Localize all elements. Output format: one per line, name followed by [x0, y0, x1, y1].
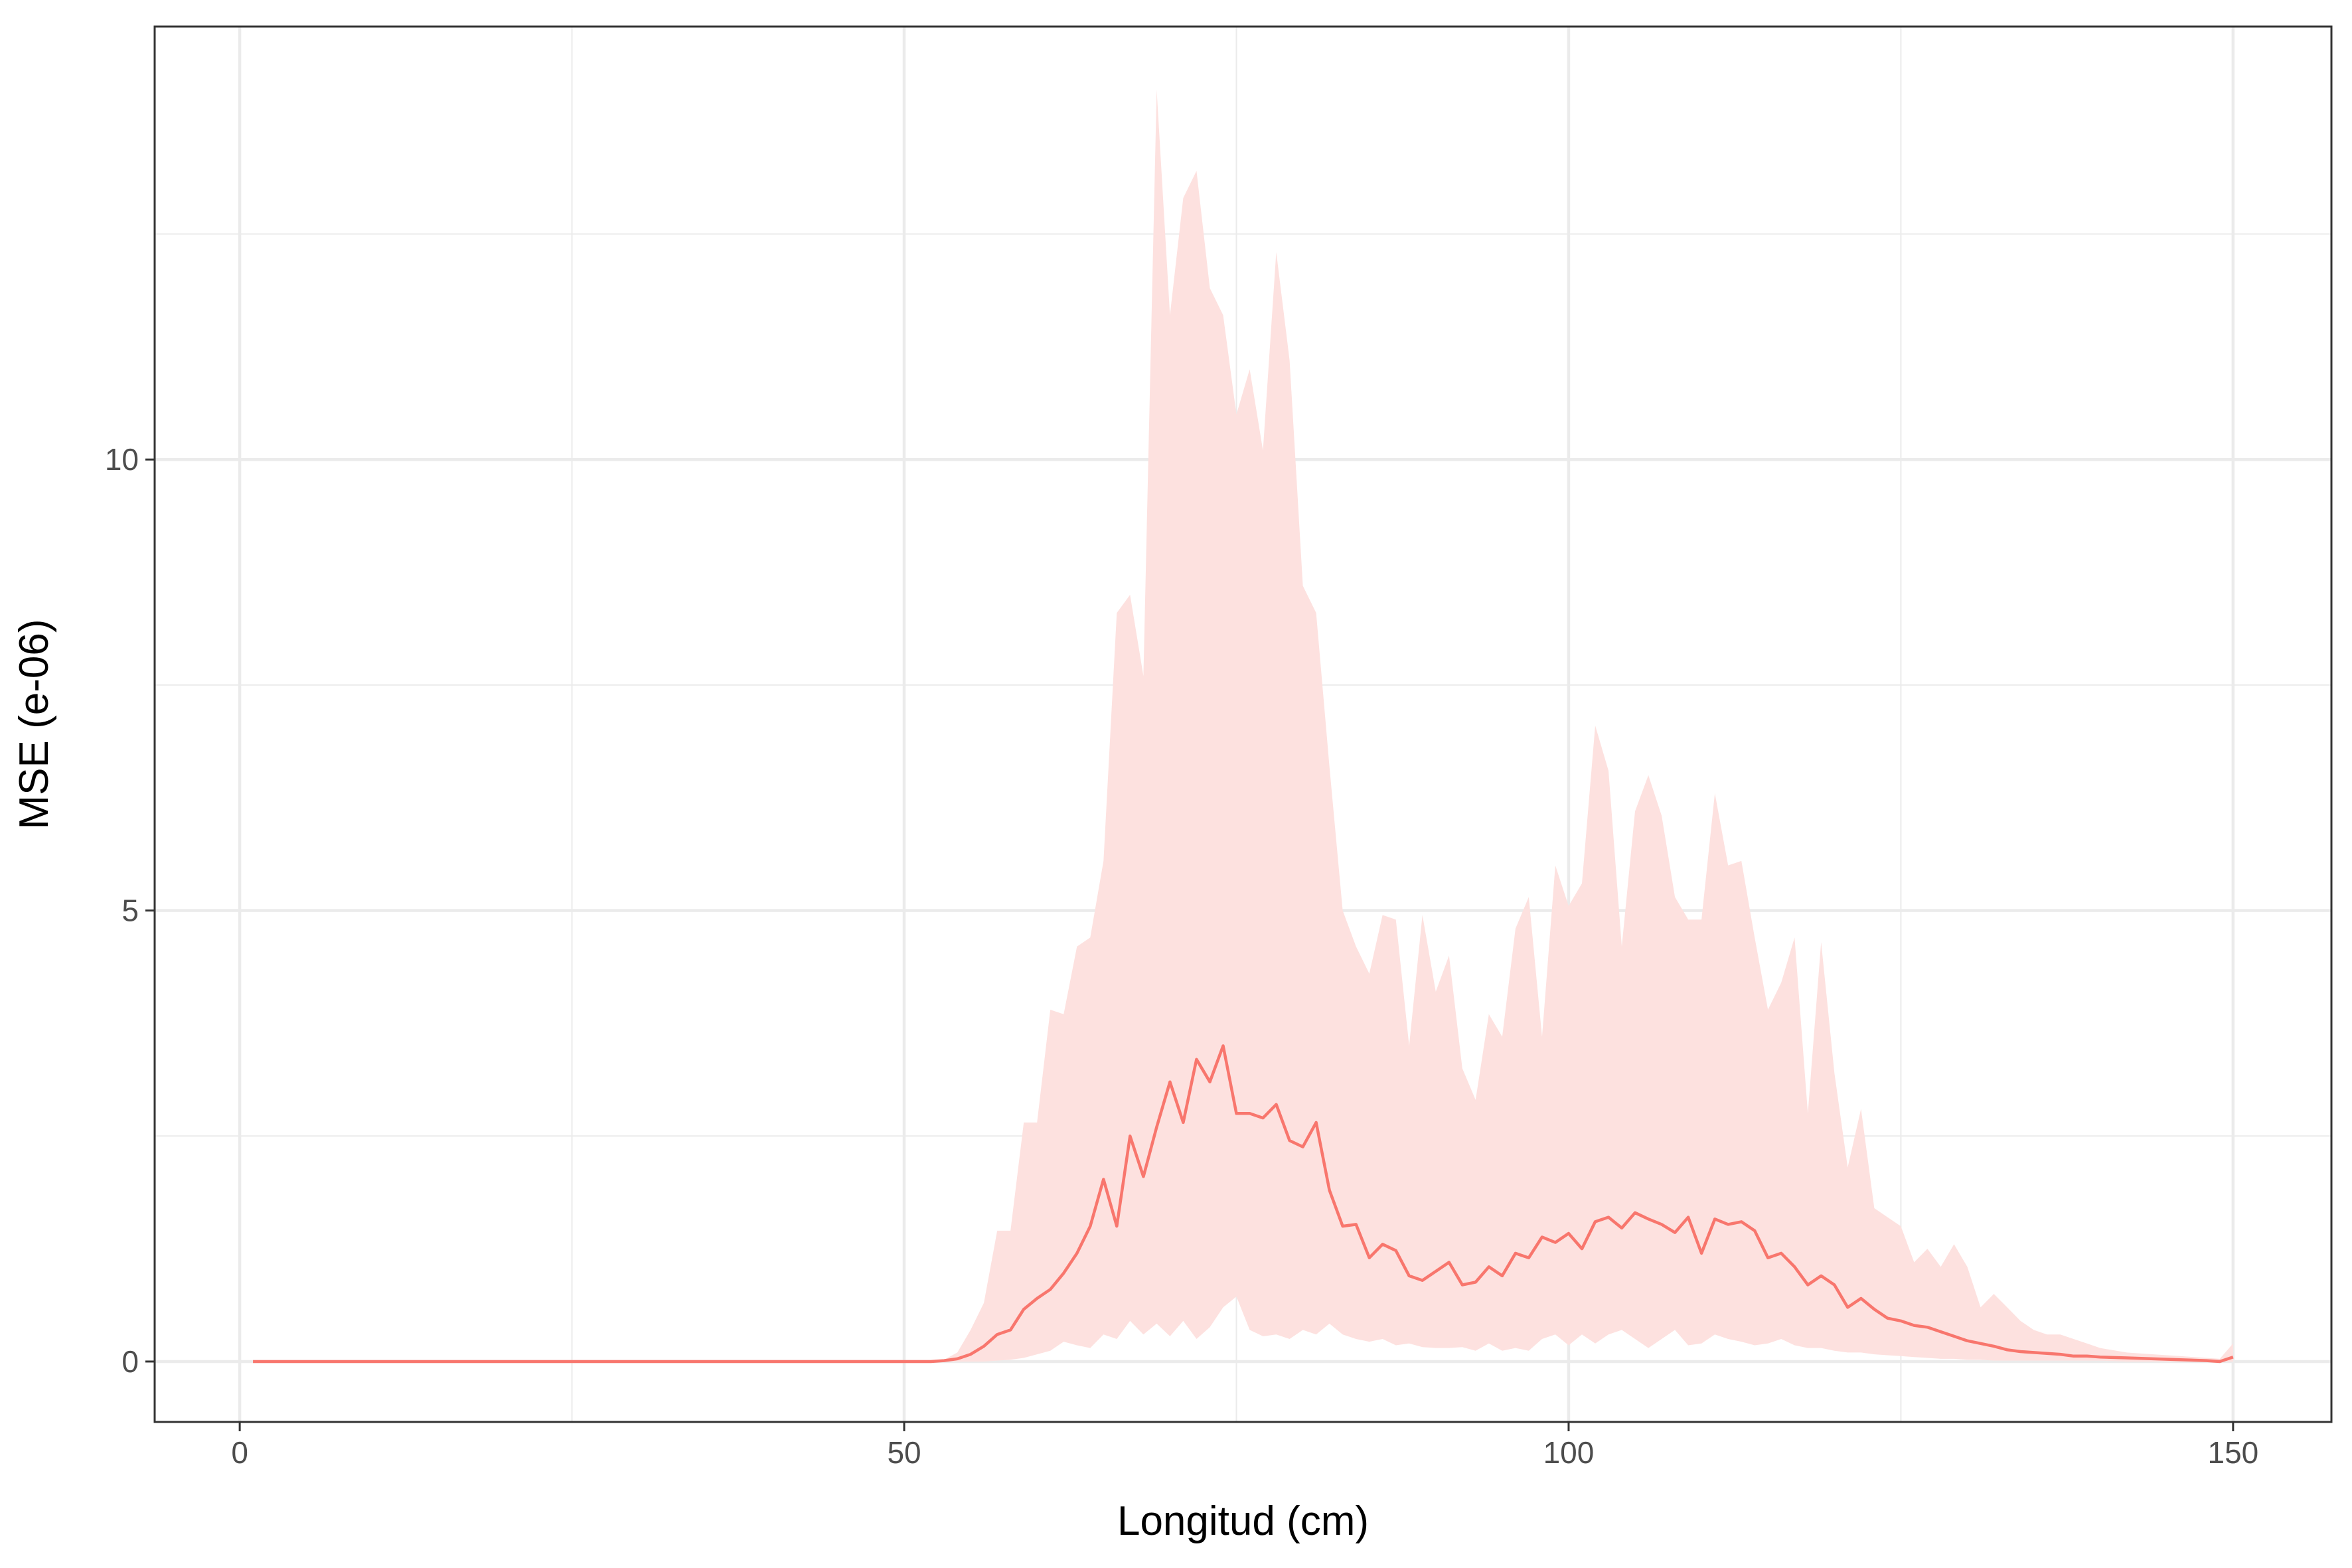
mse-line [253, 1044, 2234, 1364]
x-tick-label: 0 [231, 1435, 248, 1470]
x-tick-label: 50 [887, 1435, 921, 1470]
confidence-band [253, 90, 2233, 1362]
y-tick-label: 10 [105, 442, 139, 477]
band-layer [253, 90, 2233, 1362]
x-axis-title: Longitud (cm) [1117, 1498, 1369, 1544]
y-tick-label: 0 [121, 1344, 139, 1379]
panel-border [153, 25, 2333, 1423]
y-tick-label: 5 [121, 894, 139, 928]
x-tick-label: 150 [2207, 1435, 2258, 1470]
x-ticks: 0 50 100 150 [231, 1422, 2258, 1470]
y-ticks: 0 5 10 [105, 442, 155, 1379]
y-axis-title: MSE (e-06) [11, 619, 57, 830]
line-layer [253, 1044, 2234, 1364]
x-tick-label: 100 [1543, 1435, 1595, 1470]
